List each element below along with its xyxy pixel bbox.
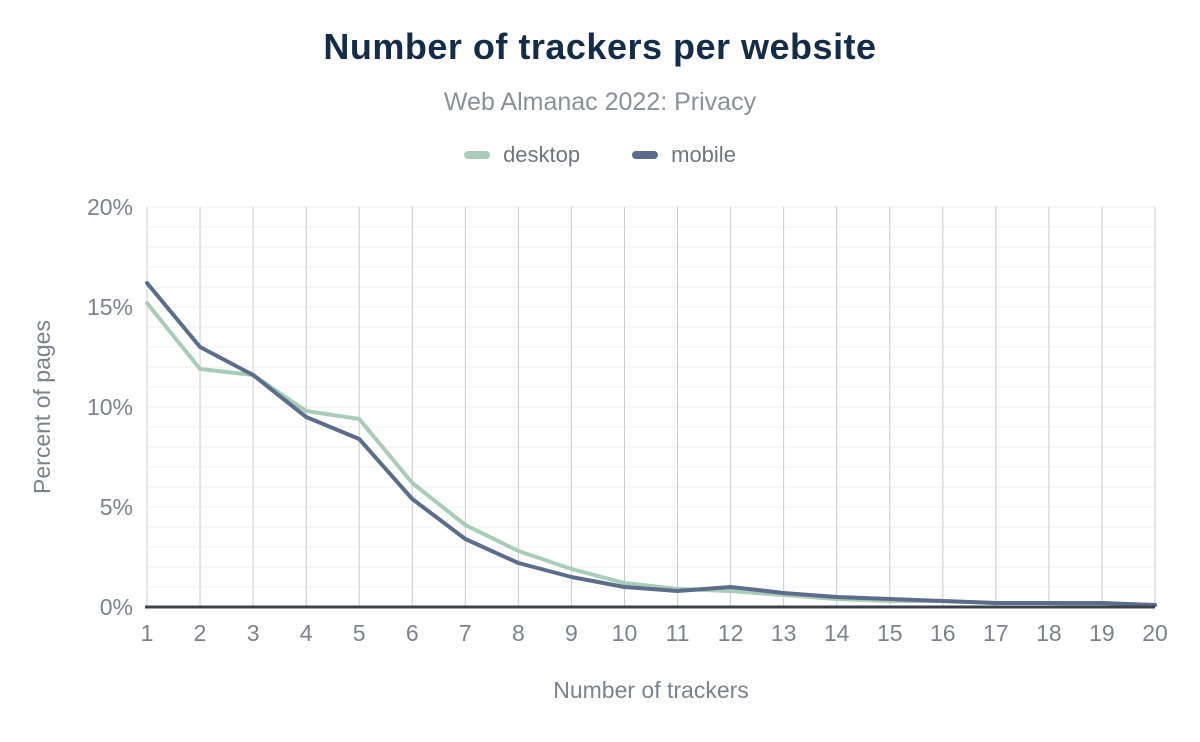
- x-tick-label: 9: [565, 620, 578, 646]
- x-tick-label: 8: [512, 620, 525, 646]
- x-tick-label: 10: [612, 620, 638, 646]
- x-tick-label: 15: [877, 620, 903, 646]
- y-tick-label: 20%: [87, 194, 133, 220]
- x-tick-label: 19: [1089, 620, 1115, 646]
- y-axis-title: Percent of pages: [29, 320, 55, 494]
- desktop-series-swatch: [464, 151, 491, 159]
- chart-subtitle: Web Almanac 2022: Privacy: [443, 88, 757, 116]
- x-tick-label: 14: [824, 620, 850, 646]
- legend-label-desktop: desktop: [503, 142, 581, 167]
- series-line-mobile: [145, 281, 1157, 607]
- x-axis-title: Number of trackers: [553, 677, 749, 703]
- x-tick-label: 18: [1036, 620, 1062, 646]
- x-tick-label: 7: [459, 620, 472, 646]
- x-tick-label: 12: [718, 620, 744, 646]
- x-tick-label: 1: [141, 620, 154, 646]
- legend-label-mobile: mobile: [671, 142, 736, 167]
- chart-title: Number of trackers per website: [323, 26, 877, 67]
- legend: desktop mobile: [0, 142, 1200, 168]
- x-tick-label: 3: [247, 620, 260, 646]
- x-tick-label: 6: [406, 620, 419, 646]
- x-tick-label: 13: [771, 620, 797, 646]
- y-tick-label: 5%: [100, 494, 133, 520]
- y-tick-label: 15%: [87, 294, 133, 320]
- x-tick-label: 2: [194, 620, 207, 646]
- legend-item-desktop: desktop: [464, 142, 580, 168]
- x-tick-label: 16: [930, 620, 956, 646]
- mobile-series-swatch: [632, 151, 659, 159]
- legend-item-mobile: mobile: [632, 142, 736, 168]
- series-line-desktop: [145, 301, 1157, 607]
- x-tick-label: 4: [300, 620, 313, 646]
- x-tick-label: 5: [353, 620, 366, 646]
- x-tick-label: 17: [983, 620, 1009, 646]
- y-tick-label: 10%: [87, 394, 133, 420]
- x-tick-label: 11: [666, 620, 690, 646]
- y-tick-label: 0%: [100, 594, 133, 620]
- x-tick-label: 20: [1142, 620, 1168, 646]
